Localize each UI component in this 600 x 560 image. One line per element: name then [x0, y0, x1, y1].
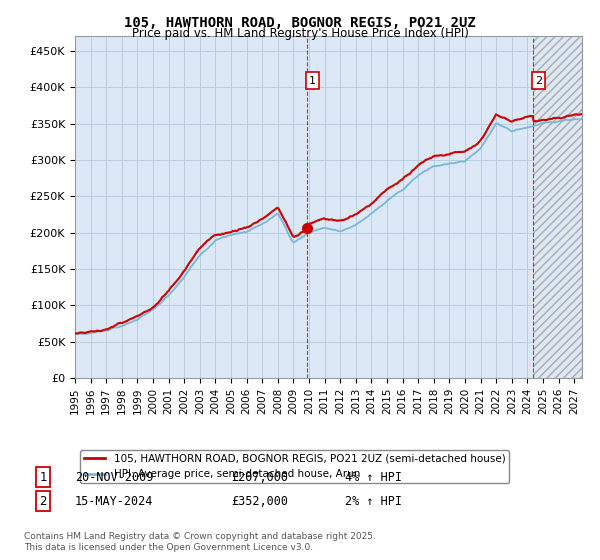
Bar: [533, 36, 582, 378]
Text: £352,000: £352,000: [231, 494, 288, 508]
Text: 2: 2: [535, 76, 542, 86]
Text: Contains HM Land Registry data © Crown copyright and database right 2025.
This d: Contains HM Land Registry data © Crown c…: [24, 532, 376, 552]
Text: 2: 2: [40, 494, 47, 508]
Legend: 105, HAWTHORN ROAD, BOGNOR REGIS, PO21 2UZ (semi-detached house), HPI: Average p: 105, HAWTHORN ROAD, BOGNOR REGIS, PO21 2…: [80, 450, 509, 483]
Text: 105, HAWTHORN ROAD, BOGNOR REGIS, PO21 2UZ: 105, HAWTHORN ROAD, BOGNOR REGIS, PO21 2…: [124, 16, 476, 30]
Text: £207,000: £207,000: [231, 470, 288, 484]
Text: 1: 1: [40, 470, 47, 484]
Text: Price paid vs. HM Land Registry's House Price Index (HPI): Price paid vs. HM Land Registry's House …: [131, 27, 469, 40]
Text: 2% ↑ HPI: 2% ↑ HPI: [345, 494, 402, 508]
Bar: [533, 36, 582, 378]
Text: 4% ↑ HPI: 4% ↑ HPI: [345, 470, 402, 484]
Text: 15-MAY-2024: 15-MAY-2024: [75, 494, 154, 508]
Text: 1: 1: [309, 76, 316, 86]
Text: 20-NOV-2009: 20-NOV-2009: [75, 470, 154, 484]
